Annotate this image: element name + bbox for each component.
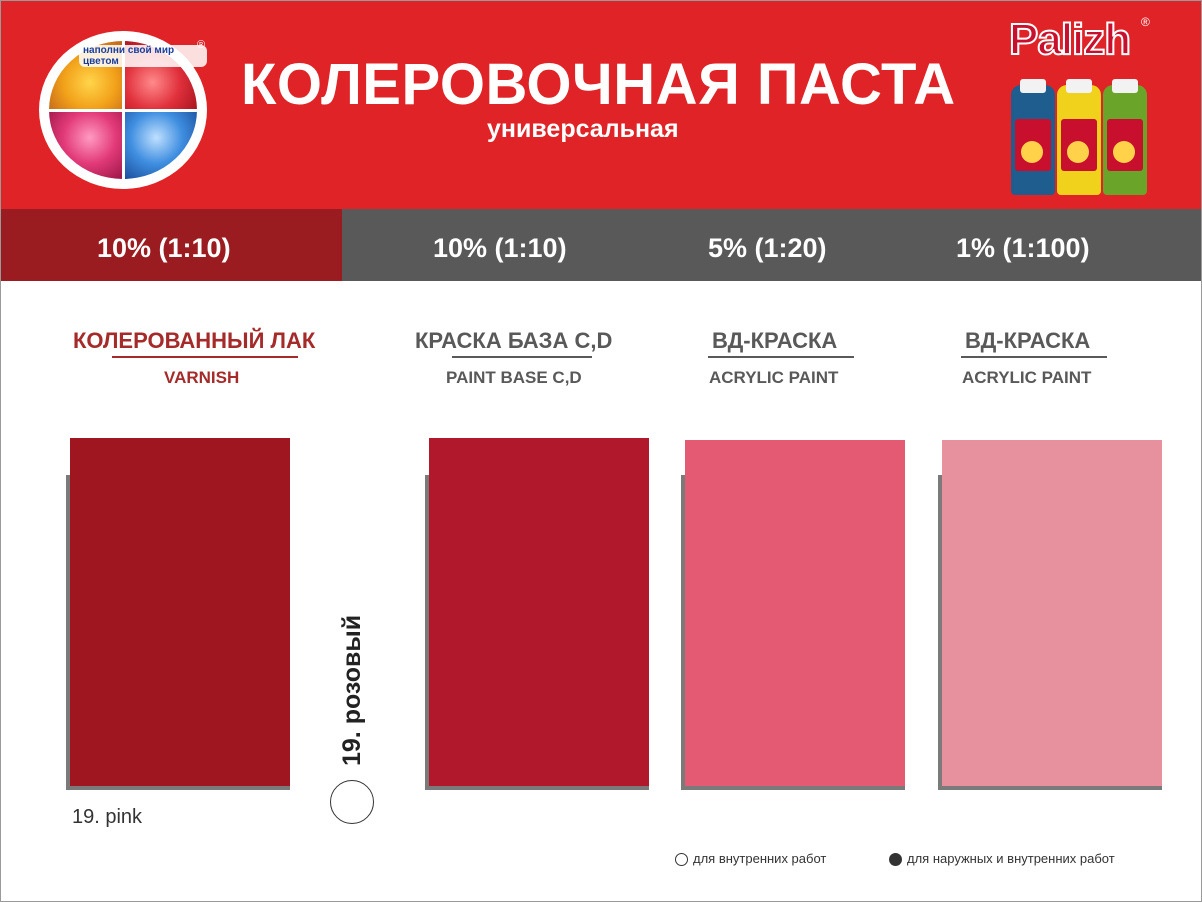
column-subtitle-acrylic-5: ACRYLIC PAINT [709, 368, 839, 387]
open-circle-icon [675, 853, 688, 866]
pink-apple-icon [49, 110, 123, 179]
column-divider [452, 356, 592, 358]
yellow-bottle-icon [1057, 79, 1101, 195]
blue-apple-icon [123, 110, 197, 179]
ratio-band [342, 209, 1201, 281]
swatch-shadow [938, 784, 1162, 790]
indoor-marker-icon [330, 780, 374, 824]
blue-bottle-icon [1011, 79, 1055, 195]
legend-indoor: для внутренних работ [693, 851, 827, 866]
ratio-acrylic-1: 1% (1:100) [956, 233, 1090, 263]
color-name-ru: 19. розовый [338, 614, 366, 766]
column-divider [112, 356, 298, 358]
ratio-varnish: 10% (1:10) [97, 233, 231, 263]
column-subtitle-acrylic-1: ACRYLIC PAINT [962, 368, 1092, 387]
swatch-shadow [66, 784, 290, 790]
column-title-paint-base: КРАСКА БАЗА С,D [415, 328, 613, 353]
legend-outdoor: для наружных и внутренних работ [907, 851, 1115, 866]
page-subtitle: универсальная [487, 115, 679, 143]
color-swatch-acrylic-1 [942, 440, 1162, 786]
swatch-shadow [425, 784, 649, 790]
column-title-acrylic-5: ВД-КРАСКА [712, 328, 838, 353]
page-title: КОЛЕРОВОЧНАЯ ПАСТА [241, 52, 956, 117]
brand-logo: Palizh [1008, 14, 1132, 65]
column-title-varnish: КОЛЕРОВАННЫЙ ЛАК [73, 328, 316, 353]
color-swatch-varnish [70, 438, 290, 786]
column-divider [961, 356, 1107, 358]
color-swatch-paint-base [429, 438, 649, 786]
logo-slogan: наполни свой мир цветом [79, 45, 207, 67]
column-subtitle-paint-base: PAINT BASE C,D [446, 368, 582, 387]
filled-circle-icon [889, 853, 902, 866]
green-bottle-icon [1103, 79, 1147, 195]
column-subtitle-varnish: VARNISH [164, 368, 240, 387]
ratio-band-highlight [1, 209, 342, 281]
header-banner: наполни свой мир цветом ® КОЛЕРОВОЧНАЯ П… [1, 1, 1201, 209]
color-swatch-acrylic-5 [685, 440, 905, 786]
swatch-shadow [681, 784, 905, 790]
ratio-paint-base: 10% (1:10) [433, 233, 567, 263]
registered-mark: ® [197, 39, 206, 51]
color-name-en: 19. pink [72, 806, 143, 828]
color-name-vertical: 19. розовый [332, 588, 372, 768]
logo-emblem: наполни свой мир цветом [39, 31, 207, 189]
column-title-acrylic-1: ВД-КРАСКА [965, 328, 1091, 353]
ratio-acrylic-5: 5% (1:20) [708, 233, 827, 263]
column-divider [708, 356, 854, 358]
brand-registered-mark: ® [1141, 15, 1150, 29]
